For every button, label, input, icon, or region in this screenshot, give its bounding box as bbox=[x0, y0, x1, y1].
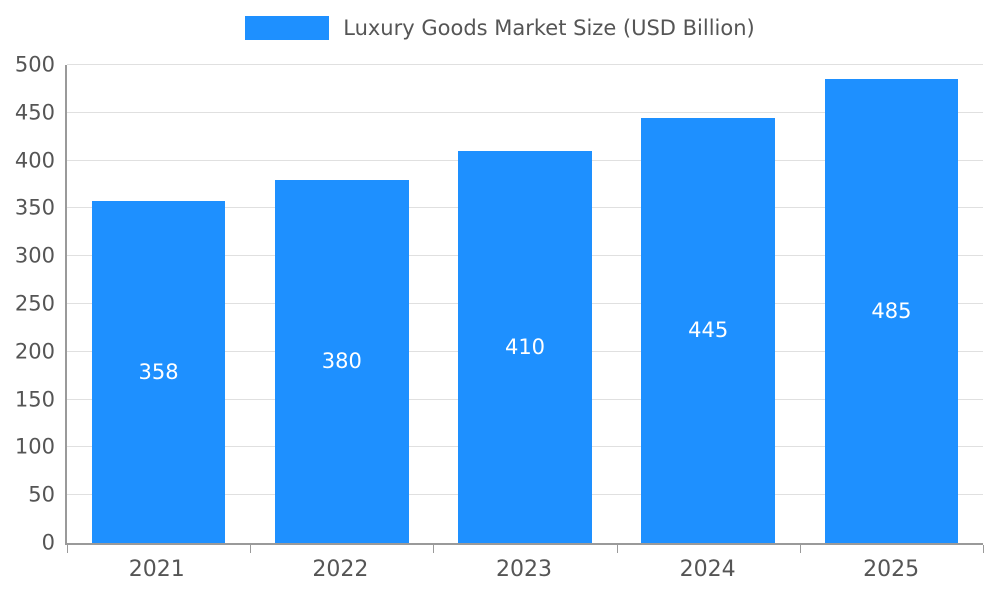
x-axis-labels: 2021 2022 2023 2024 2025 bbox=[65, 557, 983, 582]
y-axis-tick-label: 0 bbox=[41, 530, 55, 555]
bar-2024[interactable]: 445 bbox=[641, 117, 776, 543]
y-axis-tick-label: 400 bbox=[14, 148, 55, 173]
x-axis-tick-label: 2024 bbox=[679, 557, 736, 582]
bar-2021[interactable]: 358 bbox=[91, 200, 226, 543]
gridline bbox=[67, 64, 983, 65]
x-axis-tick-label: 2022 bbox=[312, 557, 369, 582]
x-axis-tick-mark bbox=[983, 545, 984, 553]
bar-2025[interactable]: 485 bbox=[824, 79, 959, 543]
x-axis-tick-label: 2025 bbox=[863, 557, 920, 582]
y-axis-tick-label: 500 bbox=[14, 52, 55, 77]
y-axis-tick-label: 350 bbox=[14, 195, 55, 220]
bar-value-label: 358 bbox=[138, 359, 179, 384]
y-axis-tick-label: 300 bbox=[14, 243, 55, 268]
bars-layer: 358 380 410 445 485 bbox=[67, 65, 983, 543]
x-axis-tick-label: 2021 bbox=[128, 557, 185, 582]
bar-slot: 445 bbox=[617, 65, 800, 543]
y-axis-tick-label: 200 bbox=[14, 339, 55, 364]
bar-slot: 358 bbox=[67, 65, 250, 543]
y-axis-tick-label: 50 bbox=[28, 482, 55, 507]
bar-2023[interactable]: 410 bbox=[458, 151, 592, 543]
x-axis-tick-mark bbox=[67, 545, 68, 553]
bar-value-label: 445 bbox=[688, 318, 729, 343]
y-axis-tick-label: 250 bbox=[14, 291, 55, 316]
legend-swatch bbox=[245, 16, 330, 40]
x-axis-tick-mark bbox=[616, 545, 618, 553]
y-axis-tick-label: 150 bbox=[14, 387, 55, 412]
bar-slot: 410 bbox=[433, 65, 616, 543]
x-axis-tick-mark bbox=[433, 545, 435, 553]
bar-value-label: 380 bbox=[321, 349, 362, 374]
bar-slot: 485 bbox=[800, 65, 983, 543]
legend[interactable]: Luxury Goods Market Size (USD Billion) bbox=[0, 16, 1000, 40]
plot-area: 0 50 100 150 200 250 300 350 400 450 500 358 380 410 4… bbox=[15, 54, 984, 553]
bar-value-label: 485 bbox=[871, 299, 912, 324]
bar-slot: 380 bbox=[250, 65, 433, 543]
y-axis-tick-label: 450 bbox=[14, 100, 55, 125]
legend-label: Luxury Goods Market Size (USD Billion) bbox=[343, 16, 755, 40]
y-axis-tick-label: 100 bbox=[14, 434, 55, 459]
x-axis-tick-mark bbox=[250, 545, 252, 553]
bar-2022[interactable]: 380 bbox=[274, 179, 409, 543]
x-axis-tick-label: 2023 bbox=[495, 557, 552, 582]
gridline bbox=[67, 111, 983, 113]
x-axis-tick-mark bbox=[799, 545, 801, 553]
bar-value-label: 410 bbox=[504, 335, 546, 360]
